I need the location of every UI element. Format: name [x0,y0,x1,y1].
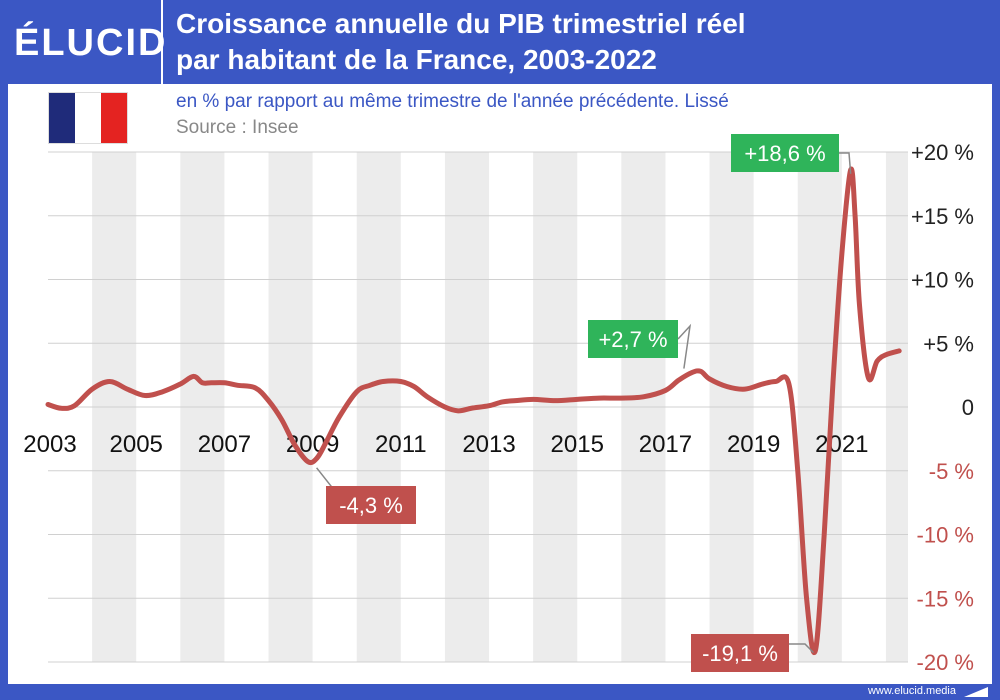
annotation-box [588,320,678,358]
annotation-leader [677,323,692,369]
annotation-box [326,486,416,524]
footer-url: www.elucid.media [867,685,956,697]
y-tick-label: +5 % [923,331,974,356]
chart-title: Croissance annuelle du PIB trimestriel r… [176,6,976,78]
annotation-box [731,134,839,172]
series-line [45,166,902,656]
y-tick-label: -15 % [917,586,974,611]
x-tick-label: 2007 [198,431,251,458]
elucid-logo: ÉLUCID [14,22,168,64]
chart-title-line1: Croissance annuelle du PIB trimestriel r… [176,8,746,39]
x-tick-label: 2011 [375,431,427,458]
y-tick-label: -5 % [929,459,974,484]
annotation-label: +2,7 % [598,327,667,352]
annotation-label: -4,3 % [339,493,403,518]
chart-source: Source : Insee [176,117,299,138]
y-tick-label: -10 % [917,523,974,548]
x-tick-label: 2021 [815,431,868,458]
france-flag-icon [48,92,128,144]
x-tick-label: 2003 [23,431,76,458]
x-tick-label: 2017 [639,431,692,458]
annotation-box [691,634,789,672]
annotation-leader [839,152,852,174]
y-tick-label: +20 % [911,140,974,165]
chart-panel: +20 % +15 % +10 % +5 % 0 -5 % -10 % -15 % -20 % 2… [8,84,992,684]
y-tick-label: +15 % [911,204,974,229]
line-chart: +20 % +15 % +10 % +5 % 0 -5 % -10 % -15 % -20 % 2… [23,134,974,675]
y-tick-label: 0 [962,395,974,420]
y-tick-label: +10 % [911,268,974,293]
y-tick-label: -20 % [917,650,974,675]
logo-divider [161,0,163,84]
chart-title-line2: par habitant de la France, 2003-2022 [176,44,657,75]
annotation-label: -19,1 % [702,641,778,666]
x-tick-label: 2013 [462,431,515,458]
x-tick-label: 2005 [110,431,163,458]
x-tick-label: 2019 [727,431,780,458]
annotation-leader [789,643,814,654]
footer-brand-icon [964,687,988,697]
x-tick-label: 2015 [551,431,604,458]
annotation-label: +18,6 % [744,141,825,166]
chart-subtitle: en % par rapport au même trimestre de l'… [176,91,729,112]
